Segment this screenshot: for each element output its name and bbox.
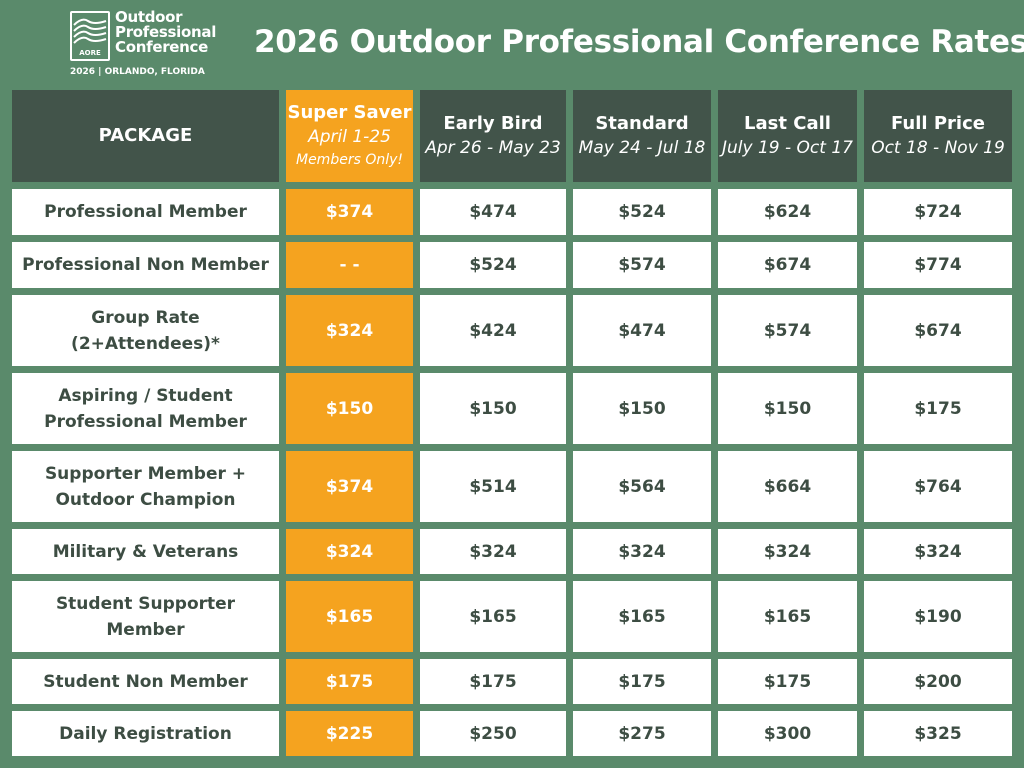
price-cell: $674: [864, 295, 1012, 366]
package-name-line: Aspiring / Student: [58, 385, 233, 406]
price-cell: $664: [718, 451, 857, 522]
package-name-line: Group Rate: [91, 307, 200, 328]
package-name-line: Supporter Member +: [44, 463, 247, 484]
column-header: Super Saver April 1-25 Members Only!: [286, 90, 413, 182]
price-cell: $774: [864, 242, 1012, 288]
price-cell: $250: [420, 711, 566, 756]
column-header: Standard May 24 - Jul 18: [573, 90, 711, 182]
package-name-line: Professional Non Member: [22, 255, 269, 275]
price-cell: $324: [718, 529, 857, 574]
column-dates: Apr 26 - May 23: [425, 138, 561, 158]
price-cell: $624: [718, 189, 857, 235]
column-label: Super Saver: [287, 102, 412, 123]
price-cell: $165: [420, 581, 566, 652]
price-cell: $175: [573, 659, 711, 704]
column-dates: July 19 - Oct 17: [722, 138, 853, 158]
column-header: PACKAGE: [12, 90, 279, 182]
column-note: Members Only!: [295, 152, 403, 168]
package-name-line: Member: [106, 619, 185, 640]
logo-subtitle: 2026 | ORLANDO, FLORIDA: [70, 67, 205, 77]
price-cell: $514: [420, 451, 566, 522]
price-cell: $574: [573, 242, 711, 288]
package-cell: Aspiring / Student Professional Member: [12, 373, 279, 444]
price-cell: $165: [286, 581, 413, 652]
package-cell: Daily Registration: [12, 711, 279, 756]
mountain-logo-icon: AORE: [70, 11, 110, 61]
package-name-line: Student Supporter: [55, 593, 236, 614]
price-cell: $150: [286, 373, 413, 444]
column-label: Standard: [595, 113, 689, 134]
price-cell: $424: [420, 295, 566, 366]
package-name-line: Daily Registration: [59, 723, 232, 744]
price-cell: $674: [718, 242, 857, 288]
price-cell: $200: [864, 659, 1012, 704]
price-cell: $175: [864, 373, 1012, 444]
package-cell: Professional Member: [12, 189, 279, 235]
column-label: PACKAGE: [98, 125, 193, 146]
conference-logo: AORE Outdoor Professional Conference 2026 …: [70, 10, 220, 80]
package-cell: Group Rate (2+Attendees)*: [12, 295, 279, 366]
package-cell: Student Non Member: [12, 659, 279, 704]
price-cell: $150: [420, 373, 566, 444]
logo-name: Outdoor Professional Conference: [115, 8, 217, 56]
column-dates: April 1-25: [308, 127, 391, 147]
column-label: Last Call: [744, 113, 831, 134]
price-cell: $175: [420, 659, 566, 704]
price-cell: $165: [718, 581, 857, 652]
price-cell: $474: [573, 295, 711, 366]
package-cell: Professional Non Member: [12, 242, 279, 288]
column-header: Early Bird Apr 26 - May 23: [420, 90, 566, 182]
column-dates: May 24 - Jul 18: [578, 138, 706, 158]
price-cell: $225: [286, 711, 413, 756]
package-name-line: Professional Member: [44, 411, 247, 432]
package-cell: Military & Veterans: [12, 529, 279, 574]
page-title: 2026 Outdoor Professional Conference Rat…: [254, 24, 1024, 60]
package-name-line: (2+Attendees)*: [71, 333, 220, 354]
price-cell: $190: [864, 581, 1012, 652]
package-cell: Supporter Member + Outdoor Champion: [12, 451, 279, 522]
price-cell: $474: [420, 189, 566, 235]
price-cell: $324: [864, 529, 1012, 574]
package-name-line: Professional Member: [44, 202, 247, 222]
price-cell: $275: [573, 711, 711, 756]
column-label: Full Price: [891, 113, 985, 134]
column-header: Last Call July 19 - Oct 17: [718, 90, 857, 182]
price-cell: $325: [864, 711, 1012, 756]
price-cell: $150: [718, 373, 857, 444]
column-header: Full Price Oct 18 - Nov 19: [864, 90, 1012, 182]
price-cell: $300: [718, 711, 857, 756]
price-cell: $374: [286, 451, 413, 522]
column-dates: Oct 18 - Nov 19: [871, 138, 1005, 158]
price-cell: $524: [420, 242, 566, 288]
price-cell: $165: [573, 581, 711, 652]
price-cell: $175: [718, 659, 857, 704]
package-name-line: Outdoor Champion: [55, 489, 236, 510]
price-cell: - -: [286, 242, 413, 288]
price-cell: $574: [718, 295, 857, 366]
price-cell: $150: [573, 373, 711, 444]
rates-table: PACKAGE Super Saver April 1-25 Members Only…: [12, 90, 1012, 756]
package-name-line: Student Non Member: [43, 671, 248, 692]
package-cell: Student Supporter Member: [12, 581, 279, 652]
price-cell: $175: [286, 659, 413, 704]
price-cell: $324: [420, 529, 566, 574]
price-cell: $324: [286, 295, 413, 366]
price-cell: $564: [573, 451, 711, 522]
column-label: Early Bird: [443, 113, 543, 134]
price-cell: $324: [286, 529, 413, 574]
package-name-line: Military & Veterans: [52, 541, 239, 562]
price-cell: $524: [573, 189, 711, 235]
price-cell: $324: [573, 529, 711, 574]
price-cell: $764: [864, 451, 1012, 522]
price-cell: $724: [864, 189, 1012, 235]
price-cell: $374: [286, 189, 413, 235]
